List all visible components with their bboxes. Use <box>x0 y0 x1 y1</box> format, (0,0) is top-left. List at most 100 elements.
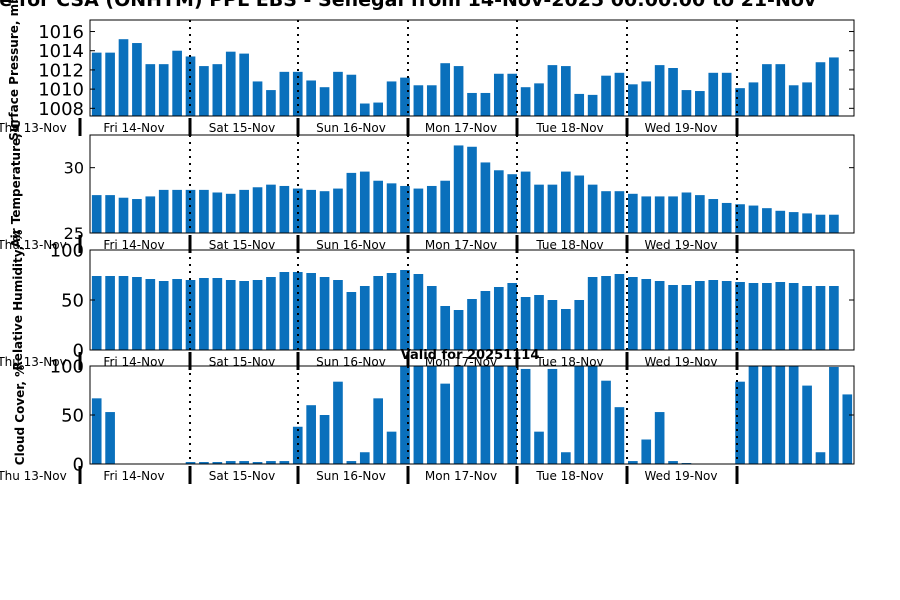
bar <box>172 190 182 233</box>
bar <box>762 208 772 233</box>
bar <box>226 280 236 350</box>
bar <box>615 191 625 233</box>
bar <box>105 53 115 116</box>
bar <box>615 274 625 350</box>
bar <box>293 72 303 116</box>
bar <box>829 57 839 116</box>
x-day-label: Tue 18-Nov <box>535 469 603 483</box>
bar <box>574 176 584 233</box>
bar <box>454 310 464 350</box>
bar <box>333 72 343 116</box>
bar <box>387 273 397 350</box>
bar <box>548 369 558 464</box>
bar <box>588 366 598 464</box>
y-axis-label: Surface Pressure, mb <box>7 0 21 141</box>
y-axis-label: Cloud Cover, % <box>13 365 27 465</box>
bar <box>708 199 718 233</box>
bar <box>588 277 598 350</box>
x-day-label: Wed 19-Nov <box>645 355 718 369</box>
bar <box>628 277 638 350</box>
bar <box>387 432 397 464</box>
bar <box>521 297 531 350</box>
bar <box>92 53 102 116</box>
bar <box>749 283 759 350</box>
bar <box>132 199 142 233</box>
bar <box>762 283 772 350</box>
bar <box>414 274 424 350</box>
bar <box>92 195 102 233</box>
bar <box>92 398 102 464</box>
bar <box>320 277 330 350</box>
bar <box>762 366 772 464</box>
panel-1: 10081010101210141016Surface Pressure, mb… <box>0 0 854 141</box>
x-day-label: Sat 15-Nov <box>209 121 276 135</box>
bar <box>695 91 705 116</box>
bar <box>574 300 584 350</box>
bar <box>695 281 705 350</box>
bar <box>816 286 826 350</box>
bar <box>494 287 504 350</box>
bar <box>132 277 142 350</box>
bar <box>213 64 223 116</box>
x-day-label: Fri 14-Nov <box>103 355 164 369</box>
bar <box>682 285 692 350</box>
x-day-label: Sat 15-Nov <box>209 469 276 483</box>
x-day-label: Wed 19-Nov <box>645 121 718 135</box>
bar <box>360 104 370 116</box>
bar <box>306 273 316 350</box>
chart-subtitle: Valid for 20251114 <box>401 348 540 363</box>
bar <box>400 270 410 350</box>
bar <box>829 215 839 233</box>
bar <box>481 291 491 350</box>
bar <box>467 366 477 464</box>
bar <box>534 432 544 464</box>
bar <box>548 65 558 116</box>
bar <box>548 185 558 233</box>
x-day-label: Fri 14-Nov <box>103 121 164 135</box>
bar <box>400 186 410 233</box>
bar <box>119 198 129 233</box>
bar <box>119 276 129 350</box>
bar <box>749 366 759 464</box>
bar <box>561 172 571 233</box>
bar <box>708 73 718 116</box>
bar <box>708 280 718 350</box>
bar <box>548 300 558 350</box>
bar <box>507 366 517 464</box>
bar <box>534 295 544 350</box>
y-tick-label: 1008 <box>38 99 84 120</box>
bar <box>507 174 517 233</box>
y-tick-label: 1014 <box>38 41 84 62</box>
bar <box>159 281 169 350</box>
bar <box>574 94 584 116</box>
panel-4: 050100Cloud Cover, %Thu 13-Nov Fri 14-Nov… <box>0 356 854 484</box>
bar <box>601 381 611 464</box>
bar <box>266 277 276 350</box>
y-tick-label: 30 <box>64 158 84 177</box>
y-axis-label: Relative Humidity, % <box>11 230 25 371</box>
bar <box>199 66 209 116</box>
bar <box>373 103 383 116</box>
bar <box>507 74 517 116</box>
x-day-label: Mon 17-Nov <box>425 121 497 135</box>
x-day-label: Sun 16-Nov <box>316 355 386 369</box>
bar <box>722 281 732 350</box>
x-first-label: Thu 13-Nov <box>0 469 67 483</box>
bar <box>92 276 102 350</box>
bar <box>145 64 155 116</box>
bar <box>829 367 839 464</box>
bar <box>226 194 236 233</box>
bar <box>601 76 611 116</box>
bar <box>186 56 196 116</box>
bar <box>641 81 651 116</box>
bar <box>213 278 223 350</box>
bar <box>347 173 357 233</box>
bar <box>481 366 491 464</box>
bar <box>467 147 477 233</box>
y-tick-label: 0 <box>73 454 84 475</box>
bar <box>440 306 450 350</box>
bar <box>253 280 263 350</box>
x-day-label: Sat 15-Nov <box>209 355 276 369</box>
